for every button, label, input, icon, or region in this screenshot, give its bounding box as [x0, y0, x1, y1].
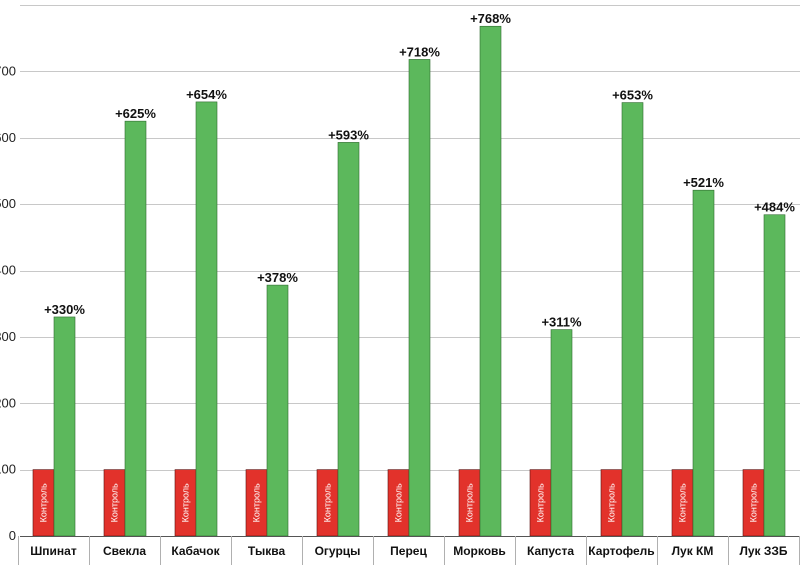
bar-data-label: +593%: [328, 127, 369, 142]
control-bar-label: Контроль: [749, 483, 759, 522]
x-tick-label: Перец: [390, 544, 427, 558]
control-bar-label: Контроль: [181, 483, 191, 522]
x-tick-label: Свекла: [103, 544, 146, 558]
control-bar-label: Контроль: [110, 483, 120, 522]
experiment-bar: [337, 142, 360, 537]
control-bar-label: Контроль: [394, 483, 404, 522]
experiment-bar: [479, 25, 502, 537]
x-tick-label: Тыква: [248, 544, 286, 558]
bar-data-label: +718%: [399, 44, 440, 59]
y-axis: 0 100 200 300 400 500 600 700: [0, 63, 16, 543]
x-tick-label: Шпинат: [30, 544, 77, 558]
x-tick-label: Капуста: [527, 544, 574, 558]
y-tick-label: 500: [0, 196, 16, 211]
bar-data-label: +484%: [754, 200, 795, 215]
bar-data-label: +378%: [257, 270, 298, 285]
control-bar-label: Контроль: [465, 483, 475, 522]
bars: Контроль +330% Контроль +625% Контроль +654% К…: [32, 11, 795, 537]
bar-data-label: +768%: [470, 11, 511, 26]
y-tick-label: 700: [0, 63, 16, 78]
y-tick-label: 600: [0, 130, 16, 145]
x-tick-label: Картофель: [588, 544, 654, 558]
experiment-bar: [266, 284, 289, 537]
experiment-bar: [124, 120, 147, 537]
x-tick-label: Лук КМ: [672, 544, 714, 558]
control-bar-label: Контроль: [607, 483, 617, 522]
experiment-bar: [53, 316, 76, 537]
x-axis: Шпинат Свекла Кабачок Тыква Огурцы Перец Морко…: [18, 536, 800, 565]
bar-data-label: +330%: [44, 302, 85, 317]
x-tick-label: Огурцы: [315, 544, 361, 558]
bar-data-label: +654%: [186, 87, 227, 102]
x-tick-label: Кабачок: [171, 544, 220, 558]
y-tick-label: 200: [0, 395, 16, 410]
experiment-bar: [550, 329, 573, 537]
bar-data-label: +625%: [115, 106, 156, 121]
control-bar-label: Контроль: [39, 483, 49, 522]
control-bar-label: Контроль: [252, 483, 262, 522]
experiment-bar: [763, 214, 786, 537]
bar-data-label: +521%: [683, 175, 724, 190]
y-tick-label: 400: [0, 263, 16, 278]
y-tick-label: 300: [0, 329, 16, 344]
experiment-bar: [692, 189, 715, 537]
control-bar-label: Контроль: [323, 483, 333, 522]
control-bar-label: Контроль: [536, 483, 546, 522]
experiment-bar: [621, 102, 644, 537]
control-bar-label: Контроль: [678, 483, 688, 522]
experiment-bar: [195, 101, 218, 537]
bar-data-label: +653%: [612, 88, 653, 103]
x-tick-label: Морковь: [453, 544, 506, 558]
y-tick-label: 0: [9, 528, 16, 543]
experiment-bar: [408, 59, 431, 537]
bar-data-label: +311%: [541, 315, 582, 330]
x-tick-label: Лук ЗЗБ: [739, 544, 787, 558]
y-tick-label: 100: [0, 462, 16, 477]
